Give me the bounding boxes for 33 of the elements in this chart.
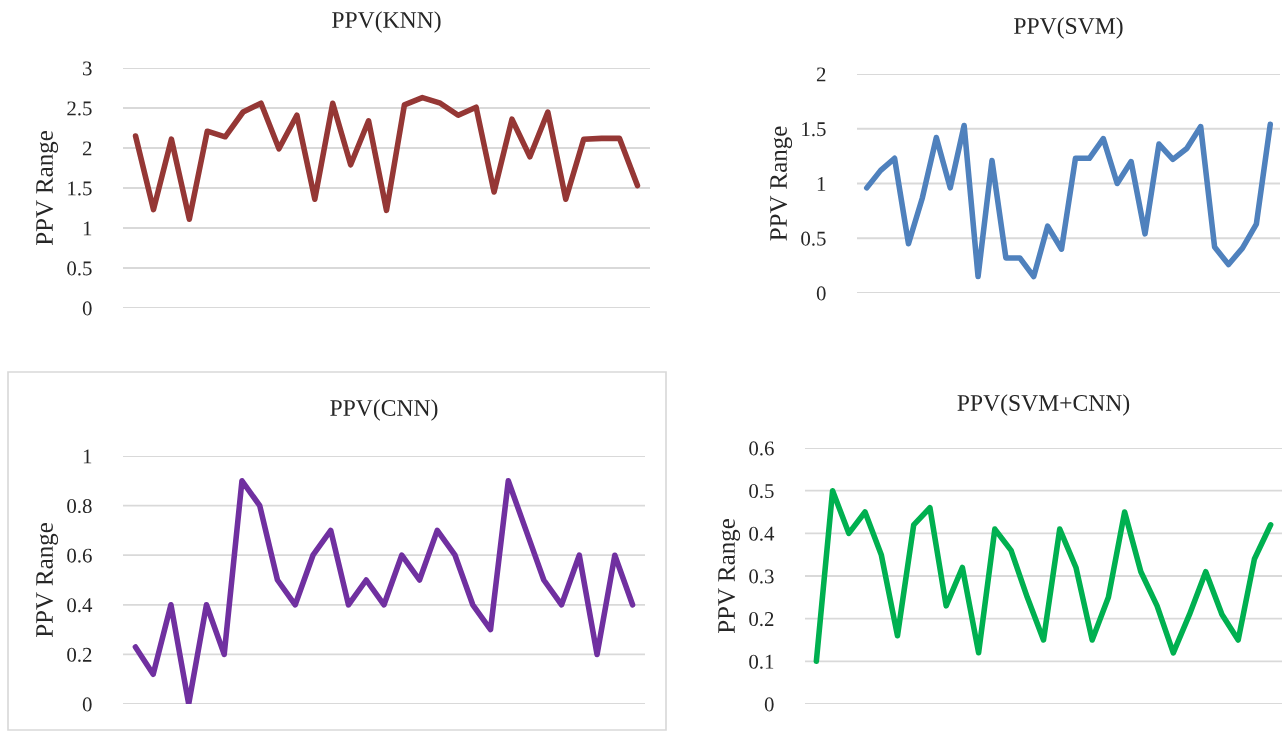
- y-axis-title: PPV Range: [770, 126, 793, 241]
- y-tick-label: 1: [83, 449, 92, 464]
- y-tick-label: 0: [816, 286, 826, 301]
- y-tick-label: 0.4: [67, 598, 93, 613]
- chart-title: PPV(KNN): [332, 11, 441, 33]
- y-tick-label: 0.6: [749, 441, 774, 456]
- y-tick-label: 0.6: [67, 548, 92, 563]
- chart-title: PPV(SVM): [1014, 17, 1123, 39]
- y-tick-label: 0.5: [67, 261, 92, 276]
- y-tick-label: 2.5: [67, 101, 92, 116]
- y-axis-title: PPV Range: [36, 523, 59, 638]
- y-tick-label: 0.4: [749, 526, 775, 541]
- y-tick-label: 0.2: [749, 612, 774, 627]
- y-tick-label: 2: [82, 141, 92, 156]
- y-tick-label: 0.5: [801, 231, 826, 246]
- chart-title: PPV(CNN): [330, 399, 438, 421]
- y-tick-label: 1.5: [68, 181, 92, 196]
- y-axis-title: PPV Range: [718, 519, 741, 634]
- y-tick-label: 2: [816, 67, 826, 82]
- y-tick-label: 0.1: [749, 654, 774, 669]
- y-tick-label: 0.3: [749, 569, 774, 584]
- y-tick-label: 0: [82, 301, 92, 316]
- y-tick-label: 3: [83, 61, 92, 76]
- y-tick-label: 0.2: [67, 647, 92, 662]
- y-tick-label: 1: [817, 176, 826, 191]
- y-tick-label: 0.8: [67, 498, 92, 514]
- y-tick-label: 1.5: [802, 122, 826, 137]
- y-tick-label: 0.5: [749, 484, 774, 499]
- y-tick-label: 0: [764, 697, 774, 712]
- y-tick-label: 0: [82, 697, 92, 712]
- y-axis-title: PPV Range: [36, 131, 59, 246]
- chart-title: PPV(SVM+CNN): [957, 394, 1130, 416]
- y-tick-label: 1: [83, 221, 92, 236]
